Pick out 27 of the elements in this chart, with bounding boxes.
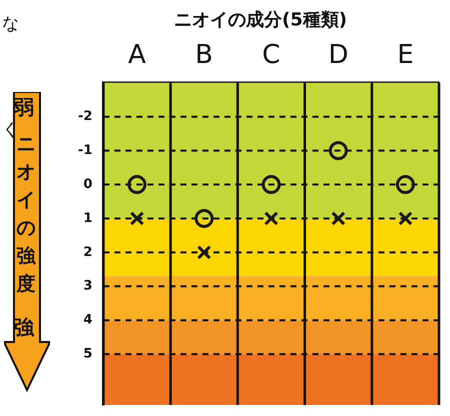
y-tick-label: -2 (78, 109, 92, 124)
x-tick-label: E (397, 40, 414, 70)
y-tick-label: 0 (83, 176, 92, 192)
point (127, 175, 146, 194)
point (396, 175, 415, 194)
point (331, 211, 346, 226)
x-tick-label: A (128, 40, 146, 70)
y-tick-label: 3 (83, 278, 92, 294)
text: な (2, 13, 19, 35)
point (196, 245, 212, 260)
x-tick-label: B (195, 40, 214, 70)
text: 強 (14, 314, 34, 341)
point (328, 141, 348, 160)
y-tick-label: 2 (83, 244, 92, 260)
point (130, 211, 144, 226)
text: 弱 (14, 94, 34, 121)
chart-title: ニオイの成分(5種類) (174, 9, 347, 30)
point (264, 211, 278, 226)
x-tick-label: D (328, 40, 348, 70)
y-tick-label: -1 (78, 143, 92, 158)
y-tick-label: 4 (83, 312, 92, 328)
point (398, 211, 413, 226)
point (194, 208, 214, 228)
y-tick-label: 5 (83, 346, 92, 362)
y-tick-label: 1 (83, 210, 92, 226)
x-tick-label: C (262, 40, 280, 70)
point (262, 175, 281, 194)
